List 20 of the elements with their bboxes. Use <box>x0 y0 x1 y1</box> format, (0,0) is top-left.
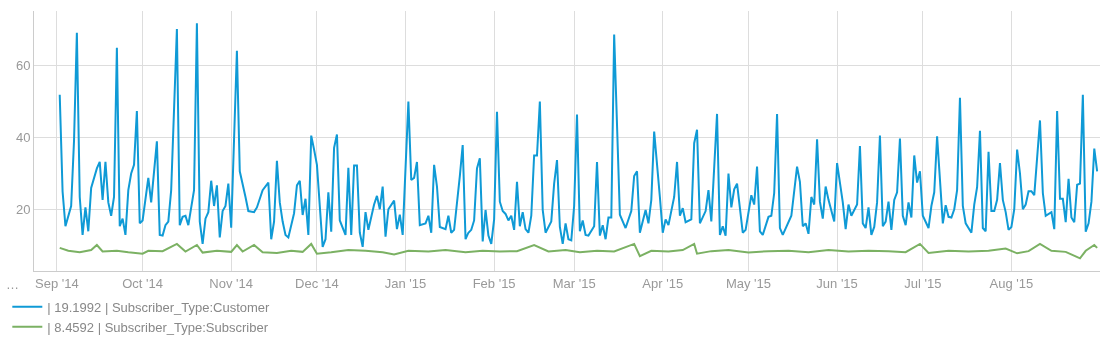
x-tick-label: Apr '15 <box>642 275 684 291</box>
x-tick-label: May '15 <box>725 275 772 291</box>
x-tick-label: Jan '15 <box>384 275 427 291</box>
y-tick-label: 20 <box>15 202 31 218</box>
x-tick-label: Dec '14 <box>295 275 339 291</box>
line-series <box>58 242 1099 260</box>
y-tick-label: 60 <box>15 57 31 73</box>
x-tick-label: Sep '14 <box>35 275 79 291</box>
x-tick-label: Jul '15 <box>904 275 942 291</box>
x-tick-label: Mar '15 <box>552 275 596 291</box>
x-tick-label: Jun '15 <box>816 275 858 291</box>
y-tick-label: 40 <box>15 129 31 145</box>
legend-label: | 19.1992 | Subscriber_Type:Customer <box>47 299 271 315</box>
line-series <box>58 22 1099 248</box>
x-tick-label: Nov '14 <box>209 275 254 291</box>
x-tick-label: Oct '14 <box>122 275 163 291</box>
legend-label: | 8.4592 | Subscriber_Type:Subscriber <box>47 319 269 335</box>
x-tick-label: Feb '15 <box>472 275 516 291</box>
text: … <box>6 277 19 292</box>
x-tick-label: Aug '15 <box>989 275 1034 291</box>
